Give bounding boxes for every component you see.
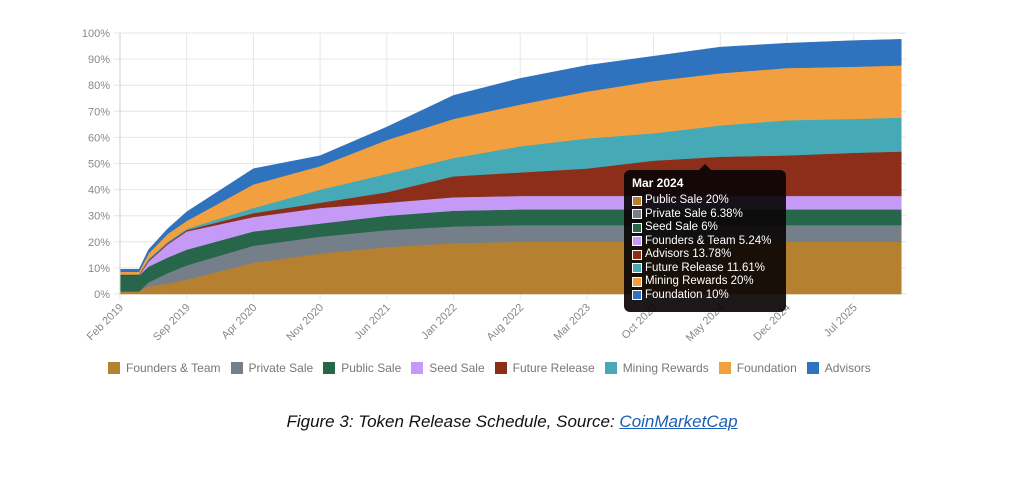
tooltip-swatch [632, 249, 642, 260]
x-tick-label: Jun 2021 [352, 302, 392, 342]
figure-caption: Figure 3: Token Release Schedule, Source… [0, 412, 1024, 432]
x-tick-label: Jul 2025 [822, 302, 860, 340]
chart-legend: Founders & Team Private Sale Public Sale Se… [108, 361, 881, 375]
legend-label: Future Release [512, 361, 595, 375]
y-tick-label: 10% [88, 263, 110, 275]
legend-swatch [604, 362, 617, 374]
token-release-chart: 0% 10% 20% 30% 40% 50% 60% 70% 80% 90% 100% Feb 201… [82, 28, 906, 344]
chart-tooltip: Mar 2024 Public Sale 20% Private Sale 6.3… [624, 164, 786, 312]
x-tick-label: Apr 2020 [219, 302, 259, 342]
legend-swatch [718, 362, 731, 374]
tooltip-label: Advisors 13.78% [645, 248, 732, 260]
tooltip-row: Founders & Team 5.24% [632, 235, 778, 249]
y-tick-label: 90% [88, 54, 110, 66]
tooltip-row: Private Sale 6.38% [632, 208, 778, 222]
tooltip-swatch [632, 276, 642, 287]
tooltip-swatch [632, 236, 642, 247]
legend-item[interactable]: Public Sale [323, 361, 401, 375]
tooltip-label: Public Sale 20% [645, 194, 729, 206]
legend-item[interactable]: Private Sale [230, 361, 314, 375]
legend-swatch [494, 362, 507, 374]
area-advisors[interactable] [119, 39, 902, 273]
tooltip-swatch [632, 209, 642, 220]
tooltip-title: Mar 2024 [632, 176, 684, 190]
legend-item[interactable]: Seed Sale [411, 361, 485, 375]
legend-item[interactable]: Future Release [494, 361, 595, 375]
tooltip-label: Foundation 10% [645, 288, 729, 301]
legend-item[interactable]: Advisors [806, 361, 871, 375]
legend-label: Public Sale [341, 361, 402, 375]
x-tick-label: Aug 2022 [485, 302, 527, 344]
y-tick-label: 0% [94, 289, 110, 301]
legend-label: Mining Rewards [622, 361, 709, 375]
legend-swatch [323, 362, 336, 374]
x-tick-label: Feb 2019 [85, 302, 126, 343]
legend-label: Seed Sale [429, 361, 485, 375]
tooltip-swatch [632, 290, 642, 301]
y-tick-label: 70% [88, 106, 110, 118]
tooltip-label: Mining Rewards 20% [645, 275, 754, 287]
legend-swatch [806, 362, 819, 374]
legend-swatch [108, 362, 120, 374]
tooltip-swatch [632, 222, 642, 233]
tooltip-label: Private Sale 6.38% [645, 207, 743, 220]
legend-swatch [230, 362, 243, 374]
tooltip-row: Mining Rewards 20% [632, 275, 778, 289]
y-tick-label: 60% [88, 132, 110, 144]
tooltip-label: Founders & Team 5.24% [645, 234, 772, 247]
source-link[interactable]: CoinMarketCap [619, 412, 738, 431]
x-tick-label: Jan 2022 [419, 302, 459, 342]
x-tick-label: Sep 2019 [151, 302, 193, 344]
legend-label: Foundation [736, 361, 797, 375]
x-tick-label: Nov 2020 [284, 302, 326, 344]
tooltip-row: Advisors 13.78% [632, 248, 778, 262]
tooltip-label: Future Release 11.61% [645, 261, 765, 274]
y-tick-label: 80% [88, 80, 110, 92]
caption-text: Figure 3: Token Release Schedule, Source… [286, 412, 620, 431]
tooltip-label: Seed Sale 6% [645, 221, 718, 233]
y-tick-label: 30% [88, 211, 110, 223]
x-tick-label: Mar 2023 [552, 302, 593, 343]
tooltip-row: Foundation 10% [632, 289, 778, 303]
y-tick-label: 100% [82, 28, 110, 40]
tooltip-row: Future Release 11.61% [632, 262, 778, 276]
legend-swatch [411, 362, 424, 374]
legend-item[interactable]: Mining Rewards [604, 361, 709, 375]
legend-label: Advisors [824, 361, 871, 375]
legend-item[interactable]: Founders & Team [108, 361, 221, 375]
tooltip-row: Seed Sale 6% [632, 221, 778, 235]
y-tick-label: 50% [88, 159, 110, 171]
tooltip-rows: Public Sale 20% Private Sale 6.38% Seed Sa… [632, 194, 778, 302]
tooltip-swatch [632, 195, 642, 206]
tooltip-swatch [632, 263, 642, 274]
y-tick-label: 40% [88, 185, 110, 197]
y-tick-label: 20% [88, 237, 110, 249]
legend-item[interactable]: Foundation [718, 361, 797, 375]
tooltip-row: Public Sale 20% [632, 194, 778, 208]
legend-label: Founders & Team [126, 361, 221, 375]
legend-label: Private Sale [248, 361, 314, 375]
